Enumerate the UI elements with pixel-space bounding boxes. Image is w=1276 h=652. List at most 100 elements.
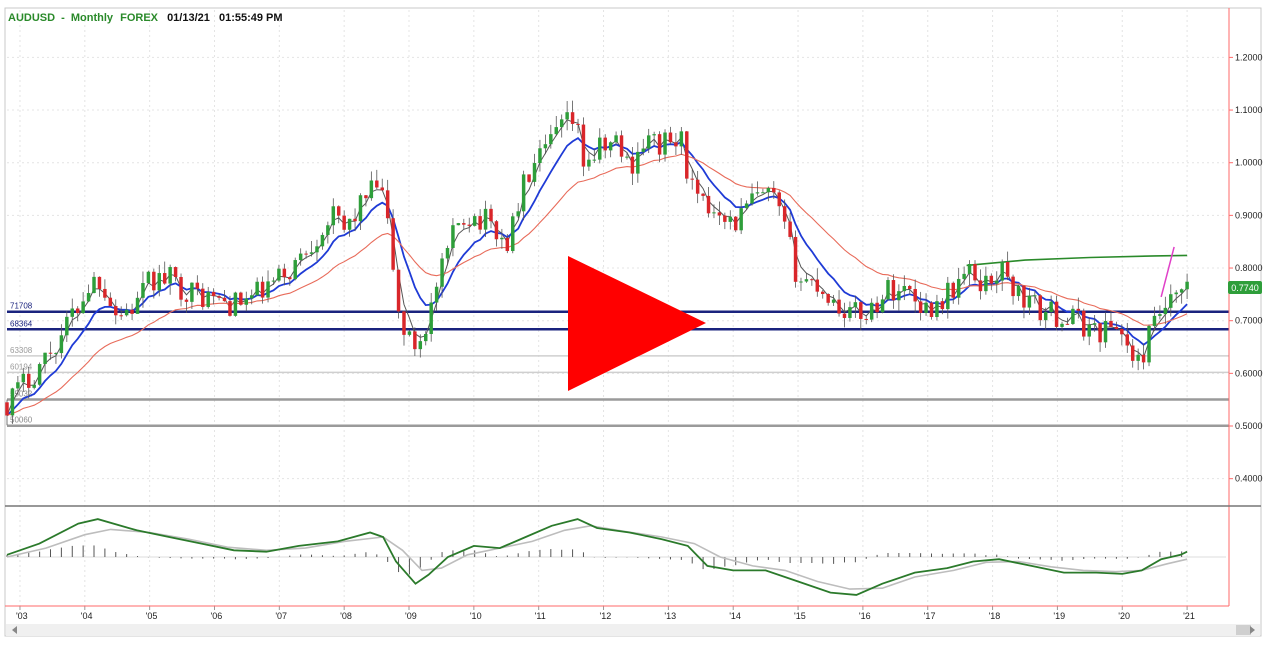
candle-up — [135, 297, 140, 314]
candle-up — [483, 208, 488, 230]
candle-up — [625, 156, 629, 158]
candle-down — [978, 280, 983, 292]
x-tick-label: '14 — [729, 611, 741, 621]
candle-down — [152, 271, 156, 291]
candle-down — [304, 253, 308, 255]
x-tick-label: '16 — [859, 611, 871, 621]
timeframe-label: Monthly — [71, 12, 114, 24]
candle-down — [951, 282, 955, 298]
candle-up — [146, 271, 151, 284]
candle-down — [1011, 276, 1015, 297]
candle-up — [92, 276, 96, 294]
candle-down — [184, 299, 189, 302]
candle-up — [516, 211, 520, 217]
candle-up — [886, 280, 890, 300]
candle-up — [249, 295, 254, 299]
scrollbar-thumb[interactable] — [1236, 625, 1251, 635]
candle-up — [511, 216, 515, 252]
candle-up — [315, 246, 319, 253]
candle-down — [396, 269, 401, 312]
candle-up — [298, 253, 303, 261]
candle-down — [336, 206, 341, 216]
x-tick-label: '08 — [340, 611, 352, 621]
candle-up — [10, 388, 15, 416]
candle-down — [603, 137, 607, 151]
horizontal-scrollbar[interactable] — [6, 624, 1260, 636]
candle-up — [358, 195, 363, 222]
x-tick-label: '10 — [470, 611, 482, 621]
candle-down — [929, 302, 934, 318]
candle-up — [255, 281, 259, 296]
candle-up — [16, 382, 20, 389]
candle-down — [706, 195, 711, 214]
candle-up — [1049, 301, 1053, 313]
x-tick-label: '09 — [405, 611, 417, 621]
candle-up — [744, 203, 749, 209]
candle-down — [695, 179, 700, 194]
candle-up — [549, 134, 553, 145]
candle-up — [271, 280, 276, 282]
candle-down — [1065, 323, 1070, 325]
market-label: FOREX — [120, 12, 159, 24]
y-tick-label: 0.5000 — [1235, 421, 1263, 431]
scrollbar-track[interactable] — [6, 624, 1260, 636]
candle-up — [1169, 294, 1173, 308]
candle-up — [565, 112, 569, 120]
y-tick-label: 0.4000 — [1235, 474, 1263, 484]
x-tick-label: '11 — [535, 611, 546, 621]
candle-up — [766, 187, 771, 193]
candle-up — [1016, 285, 1021, 297]
scroll-left-icon[interactable] — [12, 626, 17, 634]
candle-down — [1054, 301, 1059, 327]
x-tick-label: '05 — [146, 611, 158, 621]
candle-down — [375, 180, 379, 188]
scroll-right-icon[interactable] — [1250, 626, 1255, 634]
candle-up — [956, 278, 961, 298]
candle-down — [859, 302, 863, 319]
candle-down — [119, 315, 123, 317]
candle-down — [217, 296, 221, 298]
candle-down — [391, 218, 395, 270]
candle-up — [532, 163, 537, 182]
candle-down — [1130, 345, 1135, 361]
candle-up — [124, 309, 129, 316]
candles — [5, 100, 1189, 426]
play-button[interactable] — [568, 256, 706, 391]
x-tick-label: '12 — [600, 611, 612, 621]
candle-up — [538, 148, 542, 164]
candle-up — [206, 291, 210, 307]
candle-down — [5, 402, 9, 416]
candle-up — [1136, 354, 1140, 361]
x-tick-label: '17 — [924, 611, 936, 621]
candle-up — [924, 302, 928, 313]
candle-down — [701, 193, 705, 196]
candle-down — [353, 218, 357, 222]
candle-down — [891, 280, 896, 301]
candle-down — [103, 288, 107, 298]
x-tick-label: '04 — [81, 611, 93, 621]
candle-up — [984, 275, 988, 292]
candle-up — [1163, 307, 1168, 315]
level-label: 55032 — [10, 390, 33, 399]
x-tick-label: '21 — [1183, 611, 1195, 621]
play-icon[interactable] — [568, 256, 706, 391]
candle-up — [755, 192, 760, 194]
candle-down — [380, 187, 384, 191]
candle-up — [880, 299, 885, 313]
symbol-label: AUDUSD — [8, 12, 55, 24]
candle-down — [717, 212, 722, 216]
candle-up — [935, 301, 939, 318]
candle-up — [967, 263, 972, 274]
candle-up — [652, 134, 656, 136]
candle-down — [228, 301, 232, 316]
candle-up — [418, 341, 423, 350]
candle-up — [168, 267, 172, 284]
candle-up — [646, 135, 651, 149]
candle-down — [478, 216, 482, 230]
candle-down — [222, 297, 227, 302]
level-label: 60194 — [10, 362, 33, 371]
candle-down — [130, 309, 134, 314]
candle-down — [1082, 310, 1086, 337]
y-tick-label: 0.7000 — [1235, 316, 1263, 326]
